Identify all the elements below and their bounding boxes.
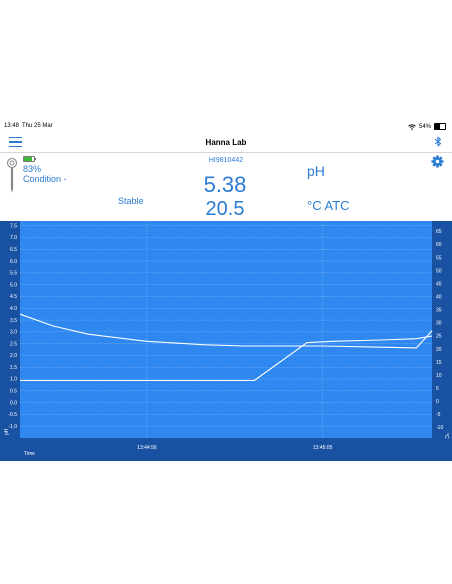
wifi-icon <box>408 123 416 130</box>
y-tick-label-left: 4.5 <box>10 294 17 300</box>
y-tick-label-left: 3.0 <box>10 330 17 336</box>
meter-panel: 83% Condition - HI9810442 Stable 5.38 20… <box>0 153 452 221</box>
x-axis-label: Time <box>24 451 35 457</box>
y-tick-label-left: 1.0 <box>10 377 17 383</box>
y-tick-label-left: 0.0 <box>10 400 17 406</box>
y-tick-label-left: 1.5 <box>10 365 17 371</box>
plot-area <box>20 221 432 438</box>
temperature-value: 20.5 <box>205 198 245 220</box>
y-tick-label-right: 60 <box>436 242 442 248</box>
y-axis-label-right: °C <box>443 433 449 439</box>
probe-battery-icon <box>23 156 36 162</box>
y-tick-label-left: -0.5 <box>8 412 17 418</box>
gear-icon[interactable] <box>431 155 444 168</box>
y-tick-label-right: 35 <box>436 308 442 314</box>
ph-series-line <box>19 313 433 349</box>
y-tick-label-right: -10 <box>436 425 443 431</box>
y-tick-label-right: 55 <box>436 255 442 261</box>
battery-percent: 54% <box>418 123 431 130</box>
y-tick-label-right: 40 <box>436 295 442 301</box>
x-tick-label: 13:45:05 <box>313 445 333 451</box>
y-tick-label-left: 5.5 <box>10 271 17 277</box>
status-time: 13:48 <box>4 123 20 129</box>
y-axis-label-left: pH <box>4 428 10 435</box>
y-tick-label-right: 25 <box>436 334 442 340</box>
y-tick-label-left: 0.5 <box>10 389 17 395</box>
temperature-series-line <box>20 335 433 382</box>
status-right: 54% <box>408 123 446 130</box>
temperature-unit: °C ATC <box>307 198 350 213</box>
chart-panel: 7.5 7.0 6.5 6.0 5.5 5.0 4.5 4.0 3.5 3.0 2.5 2.0 1.5 1… <box>0 221 452 461</box>
y-tick-label-right: 65 <box>436 229 442 235</box>
probe-id: HI9810442 <box>208 157 244 164</box>
probe-battery-percent: 83% <box>23 164 42 174</box>
app-title: Hanna Lab <box>205 138 247 147</box>
y-tick-label-left: 2.0 <box>10 353 17 359</box>
y-tick-label-right: 15 <box>436 360 442 366</box>
y-tick-label-left: 2.5 <box>10 341 17 347</box>
y-tick-label-right: 0 <box>436 399 439 405</box>
y-tick-label-left: -1.0 <box>8 424 17 430</box>
battery-icon <box>434 123 446 130</box>
ph-temperature-chart: 7.5 7.0 6.5 6.0 5.5 5.0 4.5 4.0 3.5 3.0 2.5 2.0 1.5 1… <box>4 221 449 457</box>
y-tick-label-left: 5.0 <box>10 282 17 288</box>
y-tick-label-left: 3.5 <box>10 318 17 324</box>
y-tick-label-right: 30 <box>436 321 442 327</box>
y-tick-label-right: 50 <box>436 268 442 274</box>
x-tick-label: 13:44:56 <box>137 445 157 451</box>
status-date: Thu 25 Mar <box>22 123 53 129</box>
ph-unit: pH <box>307 163 325 179</box>
probe-icon[interactable] <box>6 157 18 195</box>
status-bar: 13:48 Thu 25 Mar 54% <box>0 120 452 132</box>
y-tick-label-right: 5 <box>436 386 439 392</box>
y-tick-label-right: 10 <box>436 373 442 379</box>
y-tick-label-left: 7.0 <box>10 235 17 241</box>
y-tick-label-right: -5 <box>436 412 441 418</box>
y-tick-label-right: 45 <box>436 281 442 287</box>
ph-value: 5.38 <box>203 172 247 197</box>
menu-icon[interactable] <box>9 137 22 148</box>
probe-condition: Condition - <box>23 174 67 184</box>
y-tick-label-right: 20 <box>436 347 442 353</box>
y-tick-label-left: 6.0 <box>10 259 17 265</box>
y-tick-label-left: 7.5 <box>10 223 17 229</box>
y-tick-label-left: 6.5 <box>10 247 17 253</box>
bluetooth-icon[interactable] <box>434 136 442 147</box>
stability-status: Stable <box>118 196 144 206</box>
y-tick-label-left: 4.0 <box>10 306 17 312</box>
nav-bar: Hanna Lab <box>0 132 452 153</box>
